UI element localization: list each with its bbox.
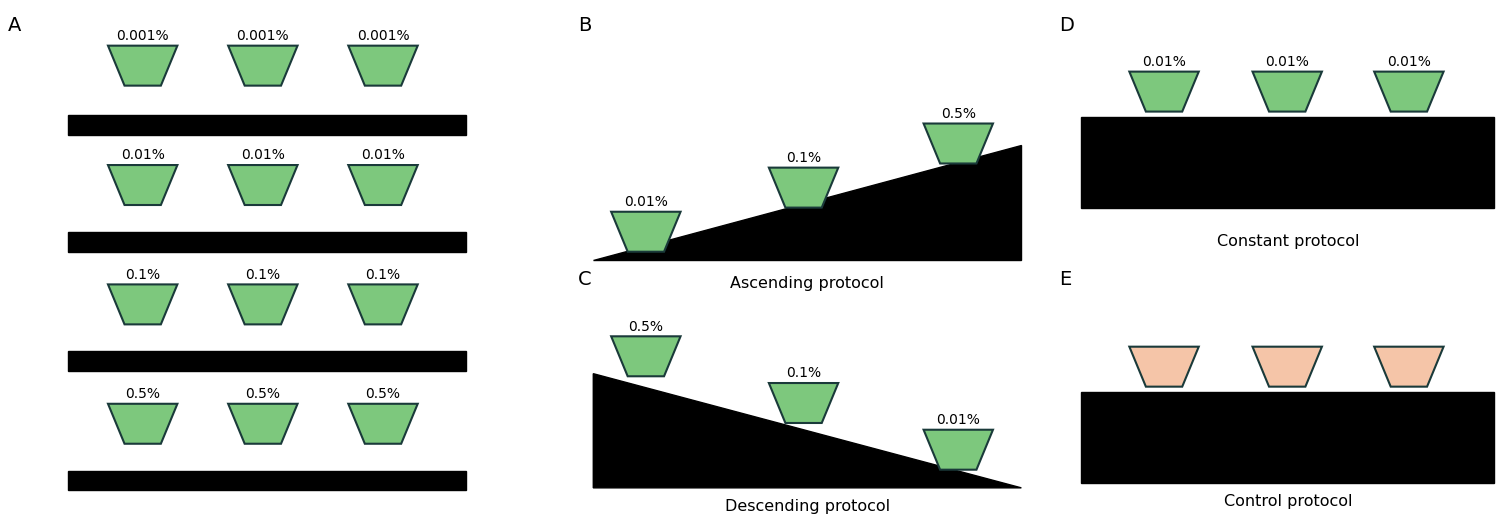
Text: A: A bbox=[8, 16, 21, 35]
Polygon shape bbox=[769, 383, 838, 423]
Polygon shape bbox=[348, 404, 418, 444]
Polygon shape bbox=[108, 284, 177, 324]
Text: B: B bbox=[578, 16, 592, 35]
Text: 0.01%: 0.01% bbox=[360, 148, 406, 162]
Text: 0.01%: 0.01% bbox=[1265, 55, 1310, 69]
Polygon shape bbox=[348, 284, 418, 324]
Bar bbox=[1081, 392, 1494, 483]
Polygon shape bbox=[1130, 347, 1199, 387]
Text: 0.5%: 0.5% bbox=[245, 387, 281, 401]
Text: 0.1%: 0.1% bbox=[365, 268, 401, 282]
Polygon shape bbox=[1374, 72, 1443, 112]
Text: 0.5%: 0.5% bbox=[125, 387, 161, 401]
Text: C: C bbox=[578, 270, 592, 289]
Text: 0.5%: 0.5% bbox=[365, 387, 401, 401]
Polygon shape bbox=[228, 404, 297, 444]
Polygon shape bbox=[611, 336, 680, 376]
Text: Descending protocol: Descending protocol bbox=[725, 499, 889, 514]
Polygon shape bbox=[593, 145, 1021, 260]
Text: 0.01%: 0.01% bbox=[623, 195, 668, 209]
Text: 0.01%: 0.01% bbox=[240, 148, 285, 162]
Text: 0.01%: 0.01% bbox=[1142, 55, 1187, 69]
Polygon shape bbox=[1253, 72, 1322, 112]
Polygon shape bbox=[1253, 347, 1322, 387]
Text: 0.01%: 0.01% bbox=[120, 148, 165, 162]
Bar bbox=[68, 471, 466, 490]
Polygon shape bbox=[108, 404, 177, 444]
Text: 0.1%: 0.1% bbox=[786, 366, 822, 380]
Polygon shape bbox=[348, 46, 418, 86]
Text: 0.1%: 0.1% bbox=[786, 151, 822, 165]
Text: Constant protocol: Constant protocol bbox=[1217, 234, 1359, 249]
Text: Control protocol: Control protocol bbox=[1224, 494, 1352, 509]
Bar bbox=[68, 115, 466, 135]
Polygon shape bbox=[593, 374, 1021, 488]
Polygon shape bbox=[1130, 72, 1199, 112]
Polygon shape bbox=[924, 124, 993, 163]
Text: Ascending protocol: Ascending protocol bbox=[730, 276, 885, 291]
Polygon shape bbox=[769, 168, 838, 208]
Polygon shape bbox=[611, 212, 680, 252]
Text: 0.001%: 0.001% bbox=[236, 29, 290, 43]
Text: 0.5%: 0.5% bbox=[940, 107, 976, 121]
Polygon shape bbox=[228, 284, 297, 324]
Bar bbox=[68, 351, 466, 371]
Text: 0.001%: 0.001% bbox=[116, 29, 170, 43]
Polygon shape bbox=[108, 46, 177, 86]
Bar bbox=[68, 232, 466, 252]
Text: 0.01%: 0.01% bbox=[936, 413, 981, 427]
Text: 0.1%: 0.1% bbox=[245, 268, 281, 282]
Polygon shape bbox=[348, 165, 418, 205]
Text: 0.5%: 0.5% bbox=[628, 320, 664, 334]
Polygon shape bbox=[1374, 347, 1443, 387]
Text: 0.001%: 0.001% bbox=[356, 29, 410, 43]
Polygon shape bbox=[228, 165, 297, 205]
Text: E: E bbox=[1059, 270, 1071, 289]
Text: 0.01%: 0.01% bbox=[1386, 55, 1431, 69]
Bar bbox=[1081, 117, 1494, 208]
Polygon shape bbox=[924, 430, 993, 470]
Polygon shape bbox=[228, 46, 297, 86]
Text: 0.1%: 0.1% bbox=[125, 268, 161, 282]
Text: D: D bbox=[1059, 16, 1074, 35]
Polygon shape bbox=[108, 165, 177, 205]
